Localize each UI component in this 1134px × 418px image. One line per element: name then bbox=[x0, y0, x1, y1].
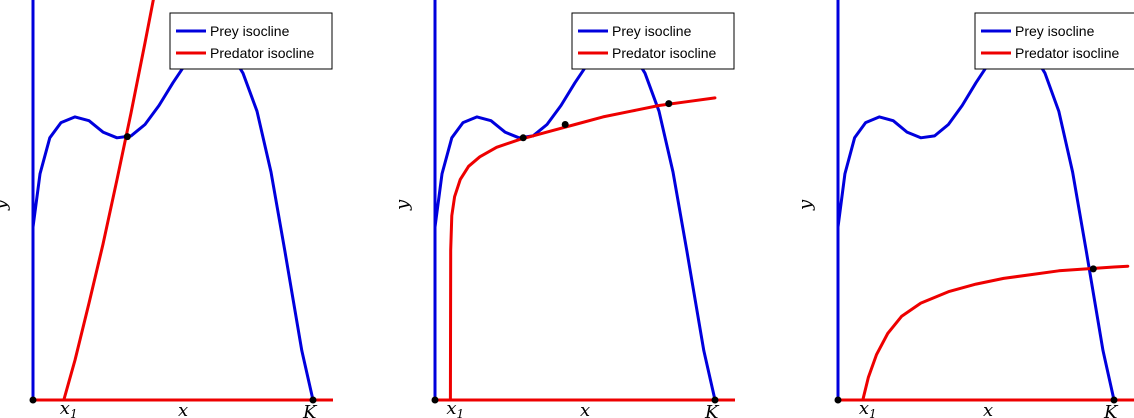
x1-tick-base: x bbox=[859, 398, 869, 418]
x1-tick-sub: 1 bbox=[869, 407, 877, 418]
equilibrium-point bbox=[519, 134, 527, 142]
axis-labels: y x x1 K bbox=[392, 199, 720, 418]
x1-tick-sub: 1 bbox=[70, 407, 78, 418]
x1-tick-label: x1 bbox=[446, 398, 464, 418]
k-tick-label: K bbox=[1103, 402, 1119, 418]
intersection-points bbox=[431, 100, 719, 404]
x1-tick-base: x bbox=[60, 398, 70, 418]
legend-label-prey: Prey isocline bbox=[612, 23, 692, 39]
plot-lines bbox=[31, 0, 315, 402]
x1-tick-label: x1 bbox=[859, 398, 877, 418]
x-axis-label: x bbox=[178, 400, 188, 418]
legend: Prey isocline Predator isocline bbox=[571, 12, 735, 70]
intersection-points bbox=[29, 133, 317, 404]
legend-box bbox=[571, 12, 735, 70]
legend-label-prey: Prey isocline bbox=[1015, 23, 1095, 39]
k-tick-label: K bbox=[704, 402, 720, 418]
legend-label-prey: Prey isocline bbox=[210, 23, 290, 39]
y-axis-label: y bbox=[0, 199, 11, 211]
predator-isocline bbox=[861, 264, 1130, 402]
axes bbox=[433, 0, 735, 402]
phase-plane-panel-3: y x x1 K Prey isocline Predator isocline bbox=[795, 0, 1134, 418]
predator-isocline bbox=[62, 0, 155, 402]
origin-point bbox=[29, 396, 37, 404]
legend-label-predator: Predator isocline bbox=[210, 45, 314, 61]
axis-labels: y x x1 K bbox=[795, 199, 1119, 418]
equilibrium-point bbox=[1089, 265, 1097, 273]
intersection-points bbox=[834, 265, 1118, 404]
k-tick-label: K bbox=[302, 402, 318, 418]
phase-plane-panel-1: y x x1 K Prey isocline Predator isocline bbox=[0, 0, 333, 418]
legend-label-predator: Predator isocline bbox=[1015, 45, 1119, 61]
legend-box bbox=[974, 12, 1134, 70]
phase-plane-panel-2: y x x1 K Prey isocline Predator isocline bbox=[392, 0, 735, 418]
plot-lines bbox=[836, 41, 1130, 402]
carrying-capacity-point bbox=[309, 396, 317, 404]
x1-tick-sub: 1 bbox=[457, 407, 465, 418]
equilibrium-point bbox=[665, 100, 673, 108]
predator-isocline bbox=[448, 96, 717, 402]
prey-isocline bbox=[836, 41, 1116, 402]
x1-tick-base: x bbox=[446, 398, 456, 418]
axes bbox=[31, 0, 333, 402]
prey-isocline bbox=[433, 41, 717, 402]
axis-labels: y x x1 K bbox=[0, 199, 318, 418]
y-axis-label: y bbox=[795, 199, 816, 211]
equilibrium-point bbox=[561, 121, 569, 128]
plot-lines bbox=[433, 41, 717, 402]
origin-point bbox=[431, 396, 439, 404]
x-axis-label: x bbox=[580, 400, 590, 418]
legend-box bbox=[169, 12, 333, 70]
legend: Prey isocline Predator isocline bbox=[974, 12, 1134, 70]
x-axis-label: x bbox=[983, 400, 993, 418]
x1-tick-label: x1 bbox=[60, 398, 78, 418]
carrying-capacity-point bbox=[1110, 396, 1118, 404]
y-axis-label: y bbox=[392, 199, 413, 211]
equilibrium-point bbox=[123, 133, 131, 141]
prey-isocline bbox=[31, 41, 315, 402]
origin-point bbox=[834, 396, 842, 404]
legend-label-predator: Predator isocline bbox=[612, 45, 716, 61]
carrying-capacity-point bbox=[711, 396, 719, 404]
axes bbox=[836, 0, 1134, 402]
legend: Prey isocline Predator isocline bbox=[169, 12, 333, 70]
